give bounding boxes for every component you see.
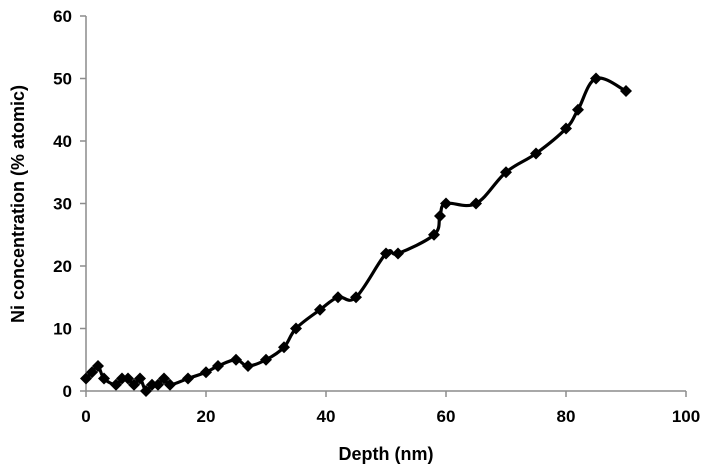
x-tick-label: 40 <box>317 407 336 426</box>
data-point-marker <box>92 360 104 372</box>
data-point-marker <box>278 341 290 354</box>
x-tick-label: 80 <box>557 407 576 426</box>
data-point-marker <box>164 378 176 391</box>
data-point-marker <box>158 372 170 385</box>
x-tick-label: 100 <box>672 407 700 426</box>
data-point-marker <box>110 378 122 391</box>
x-tick-label: 20 <box>197 407 216 426</box>
data-point-marker <box>212 360 224 372</box>
y-tick-label: 40 <box>53 132 72 151</box>
x-tick-label: 0 <box>81 407 90 426</box>
data-point-marker <box>332 291 344 304</box>
data-point-marker <box>560 122 572 135</box>
y-tick-label: 50 <box>53 70 72 89</box>
x-tick-label: 60 <box>437 407 456 426</box>
data-point-marker <box>260 353 272 366</box>
data-point-marker <box>200 366 212 379</box>
y-tick-label: 10 <box>53 320 72 339</box>
data-point-marker <box>350 291 362 304</box>
data-point-marker <box>380 247 392 260</box>
data-point-marker <box>98 372 110 385</box>
data-point-marker <box>590 72 602 85</box>
data-point-marker <box>434 210 446 222</box>
y-tick-label: 30 <box>53 195 72 214</box>
data-point-marker <box>80 372 92 385</box>
data-series <box>80 72 632 397</box>
data-point-marker <box>128 378 140 391</box>
data-point-marker <box>620 85 632 97</box>
x-axis-title: Depth (nm) <box>339 444 434 464</box>
data-point-marker <box>314 303 326 316</box>
data-point-marker <box>530 147 542 160</box>
series-line <box>84 76 627 393</box>
data-point-marker <box>500 166 512 179</box>
data-point-marker <box>230 353 242 366</box>
data-point-marker <box>572 103 584 116</box>
axes <box>80 15 687 397</box>
data-point-marker <box>86 366 98 379</box>
data-point-marker <box>440 197 452 210</box>
data-point-marker <box>134 372 146 385</box>
data-point-marker <box>242 360 254 372</box>
data-point-marker <box>122 372 134 385</box>
data-point-marker <box>428 228 440 241</box>
data-point-marker <box>182 372 194 385</box>
data-point-marker <box>152 378 164 391</box>
data-point-marker <box>290 322 302 335</box>
y-tick-label: 20 <box>53 257 72 276</box>
data-point-marker <box>392 247 404 260</box>
y-tick-label: 0 <box>63 382 72 401</box>
data-point-marker <box>470 197 482 210</box>
y-axis-title: Ni concentration (% atomic) <box>8 85 28 323</box>
data-point-marker <box>140 385 152 397</box>
tick-labels: 0 10 20 30 40 50 60 0 20 40 60 80 100 <box>53 7 700 426</box>
y-tick-label: 60 <box>53 7 72 26</box>
